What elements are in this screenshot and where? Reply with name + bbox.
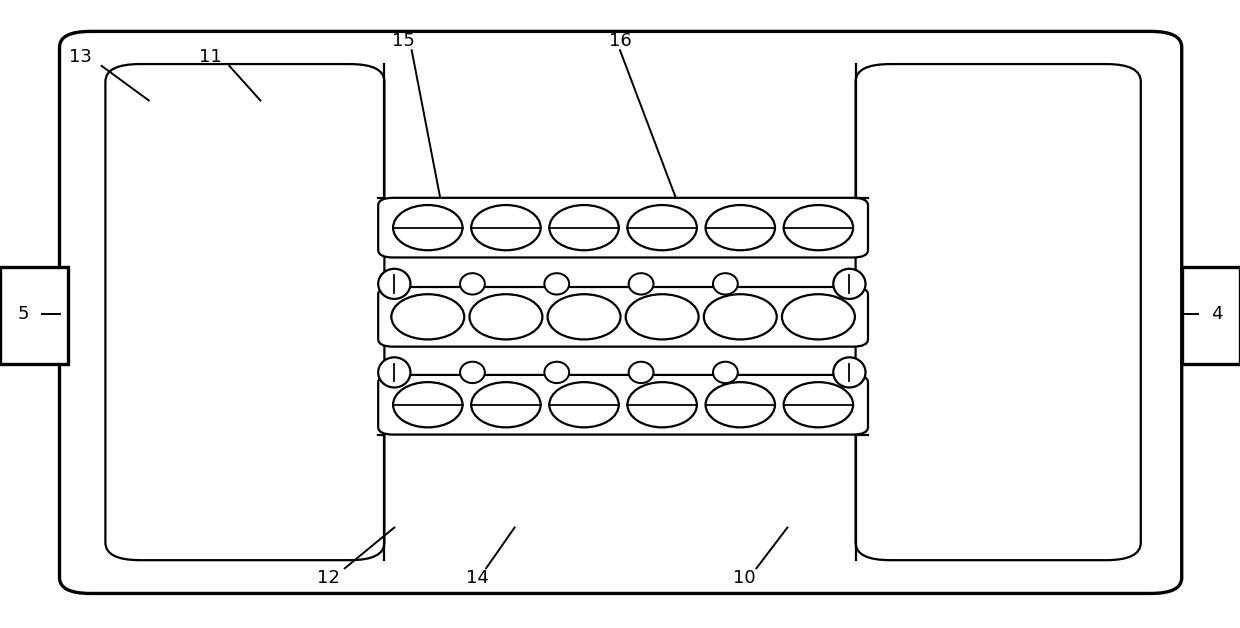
Text: 13: 13: [69, 48, 92, 65]
Ellipse shape: [833, 357, 866, 387]
Text: 15: 15: [392, 32, 414, 50]
Ellipse shape: [471, 205, 541, 251]
Ellipse shape: [713, 362, 738, 383]
Ellipse shape: [460, 362, 485, 383]
Ellipse shape: [782, 294, 854, 339]
Ellipse shape: [627, 205, 697, 251]
Ellipse shape: [626, 294, 698, 339]
Ellipse shape: [704, 294, 776, 339]
Ellipse shape: [833, 269, 866, 299]
FancyBboxPatch shape: [60, 31, 1182, 593]
Text: 12: 12: [317, 569, 340, 587]
Ellipse shape: [460, 273, 485, 295]
Ellipse shape: [713, 273, 738, 295]
Ellipse shape: [629, 273, 653, 295]
Ellipse shape: [378, 269, 410, 299]
Ellipse shape: [471, 382, 541, 427]
FancyBboxPatch shape: [105, 64, 384, 560]
Ellipse shape: [706, 382, 775, 427]
Text: 14: 14: [466, 569, 489, 587]
Ellipse shape: [392, 294, 464, 339]
Ellipse shape: [544, 362, 569, 383]
Text: 5: 5: [17, 305, 30, 323]
Ellipse shape: [393, 382, 463, 427]
Bar: [0, 267, 68, 364]
Ellipse shape: [470, 294, 542, 339]
Ellipse shape: [706, 205, 775, 251]
Ellipse shape: [784, 205, 853, 251]
Text: 16: 16: [609, 32, 631, 50]
Ellipse shape: [629, 362, 653, 383]
Text: 4: 4: [1210, 305, 1223, 323]
FancyBboxPatch shape: [856, 64, 1141, 560]
FancyBboxPatch shape: [378, 198, 868, 257]
Ellipse shape: [549, 382, 619, 427]
Ellipse shape: [378, 357, 410, 387]
Text: 11: 11: [200, 48, 222, 65]
Bar: [1182, 267, 1240, 364]
Ellipse shape: [549, 205, 619, 251]
Ellipse shape: [393, 205, 463, 251]
Ellipse shape: [544, 273, 569, 295]
Text: 10: 10: [733, 569, 755, 587]
FancyBboxPatch shape: [378, 375, 868, 435]
Ellipse shape: [548, 294, 620, 339]
Ellipse shape: [784, 382, 853, 427]
FancyBboxPatch shape: [378, 287, 868, 347]
Ellipse shape: [627, 382, 697, 427]
